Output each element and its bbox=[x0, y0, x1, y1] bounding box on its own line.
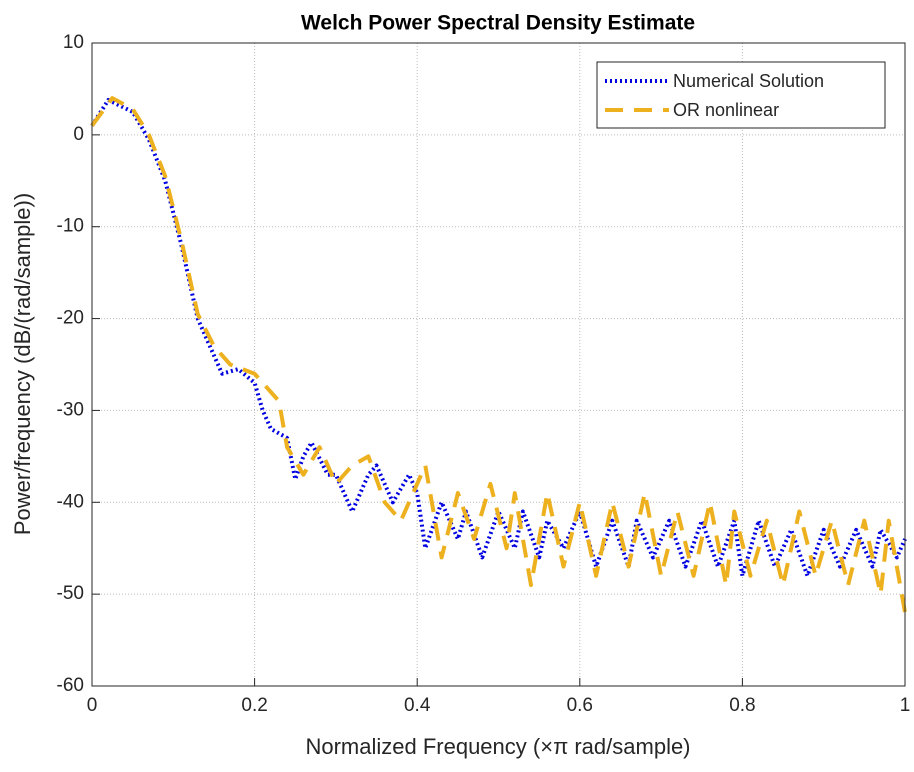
chart-title: Welch Power Spectral Density Estimate bbox=[301, 12, 695, 35]
y-tick-label: -40 bbox=[57, 491, 84, 512]
x-axis-label: Normalized Frequency (×π rad/sample) bbox=[305, 734, 690, 759]
x-tick-label: 0.8 bbox=[729, 695, 755, 716]
x-tick-label: 1 bbox=[900, 695, 911, 716]
ticks: 0 0.2 0.4 0.6 0.8 1 -60 -50 -40 -30 -20 -10 0 10 bbox=[57, 32, 911, 716]
y-axis-label: Power/frequency (dB/(rad/sample)) bbox=[10, 193, 35, 535]
legend-box bbox=[596, 61, 886, 129]
y-tick-label: 0 bbox=[73, 124, 84, 145]
legend: Numerical Solution OR nonlinear bbox=[596, 61, 886, 129]
x-tick-label: 0.4 bbox=[404, 695, 431, 716]
y-tick-label: 10 bbox=[63, 32, 84, 53]
y-tick-label: -30 bbox=[57, 399, 84, 420]
y-tick-label: -60 bbox=[57, 675, 84, 696]
y-tick-label: -20 bbox=[57, 308, 84, 329]
x-tick-label: 0 bbox=[87, 695, 98, 716]
x-tick-label: 0.2 bbox=[241, 695, 267, 716]
plot-lines bbox=[90, 96, 907, 613]
y-tick-label: -50 bbox=[57, 583, 84, 604]
axes-box bbox=[91, 42, 906, 687]
series-line bbox=[90, 96, 907, 613]
legend-label: OR nonlinear bbox=[673, 100, 779, 120]
x-tick-label: 0.6 bbox=[567, 695, 593, 716]
legend-label: Numerical Solution bbox=[673, 71, 824, 91]
y-tick-label: -10 bbox=[57, 216, 84, 237]
